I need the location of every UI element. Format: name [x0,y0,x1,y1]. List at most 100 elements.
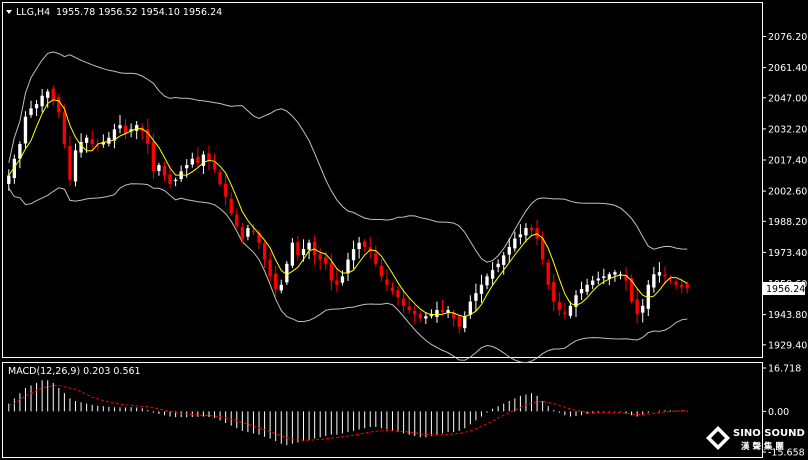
price-tick-label: 2032.20 [768,124,807,135]
candle [424,312,428,324]
candle [429,309,434,319]
candle [652,266,656,293]
candle [401,288,406,313]
candle [546,258,550,291]
candle [229,192,233,216]
chart-header: LLG,H4 1955.78 1956.52 1954.10 1956.24 [6,7,222,18]
candle [40,88,44,113]
candle [196,147,200,168]
candle [413,305,417,324]
candle [635,288,639,324]
candle [585,278,589,296]
candle [285,260,289,286]
candle [507,238,511,263]
candle [18,141,22,169]
candle [29,100,33,118]
ma-line [8,99,688,318]
macd-tick-label: 16.718 [768,364,801,375]
candle [268,251,272,282]
candle [7,169,11,191]
candlestick-series [7,85,689,334]
candle [157,162,161,176]
candle [296,236,300,261]
candle [574,290,578,318]
candle [218,169,222,187]
candle [390,282,395,295]
candle [346,252,350,281]
candle [435,301,439,323]
candle [624,266,628,291]
price-tick-label: 1929.40 [768,340,807,351]
candle [363,238,367,253]
price-tick-label: 2002.60 [768,187,807,198]
candle [568,301,573,319]
macd-panel-frame [2,362,763,458]
dropdown-triangle-icon[interactable] [6,10,12,14]
candle [123,119,128,140]
candle [112,123,117,149]
candle [51,85,55,106]
candle [591,275,595,290]
candle [212,153,217,173]
candle [657,262,662,283]
candle [73,143,78,187]
candle [579,281,584,300]
candle [385,269,389,292]
candle [557,292,561,316]
price-axis: 2076.20 2061.40 2047.00 2032.20 2017.40 2002.… [762,32,807,351]
macd-title: MACD(12,26,9) 0.203 0.561 [8,366,141,377]
candle [307,239,311,260]
candle [668,275,673,284]
candle [374,245,378,268]
candle [540,231,545,265]
candle [12,154,17,184]
price-tick-label: 2017.40 [768,156,807,167]
candle [563,303,567,320]
price-tick-label: 2076.20 [768,32,807,43]
candle [235,208,239,229]
sinosound-logo: SINO SOUND 漢 聲 集 團 [706,426,805,452]
candle [496,259,500,273]
candle [34,100,39,117]
candle [552,273,556,312]
candle [351,240,356,269]
candle [357,236,361,259]
candle [168,166,172,189]
macd-tick-label: -15.658 [768,448,805,459]
candle [290,238,295,269]
candle [418,310,422,322]
upper-band [8,51,688,263]
candle [274,265,278,297]
candle [173,177,178,187]
candle [379,259,384,282]
price-tick-label: 1943.80 [768,310,807,321]
candle [663,266,667,285]
svg-text:SINO SOUND: SINO SOUND [733,428,805,439]
candle [513,231,517,252]
candle [312,235,317,266]
candle [46,89,50,108]
candle [474,283,478,311]
candle [301,239,306,262]
candle [368,236,372,259]
candle [57,93,61,119]
candle [518,224,523,245]
candle [23,111,28,148]
candle [641,298,645,323]
candle [396,286,400,306]
candle [440,299,445,316]
candle [279,279,283,294]
lower-band [8,183,688,364]
ohlc-label: 1955.78 1956.52 1954.10 1956.24 [56,7,222,18]
macd-signal-line [8,384,688,441]
price-tick-label: 2047.00 [768,93,807,104]
macd-histogram [8,380,688,446]
candle [251,223,256,236]
candle [463,311,467,333]
candle [629,274,634,304]
candle [101,134,105,148]
symbol-label: LLG,H4 [16,7,50,18]
candle [596,271,600,285]
candle [479,274,484,303]
